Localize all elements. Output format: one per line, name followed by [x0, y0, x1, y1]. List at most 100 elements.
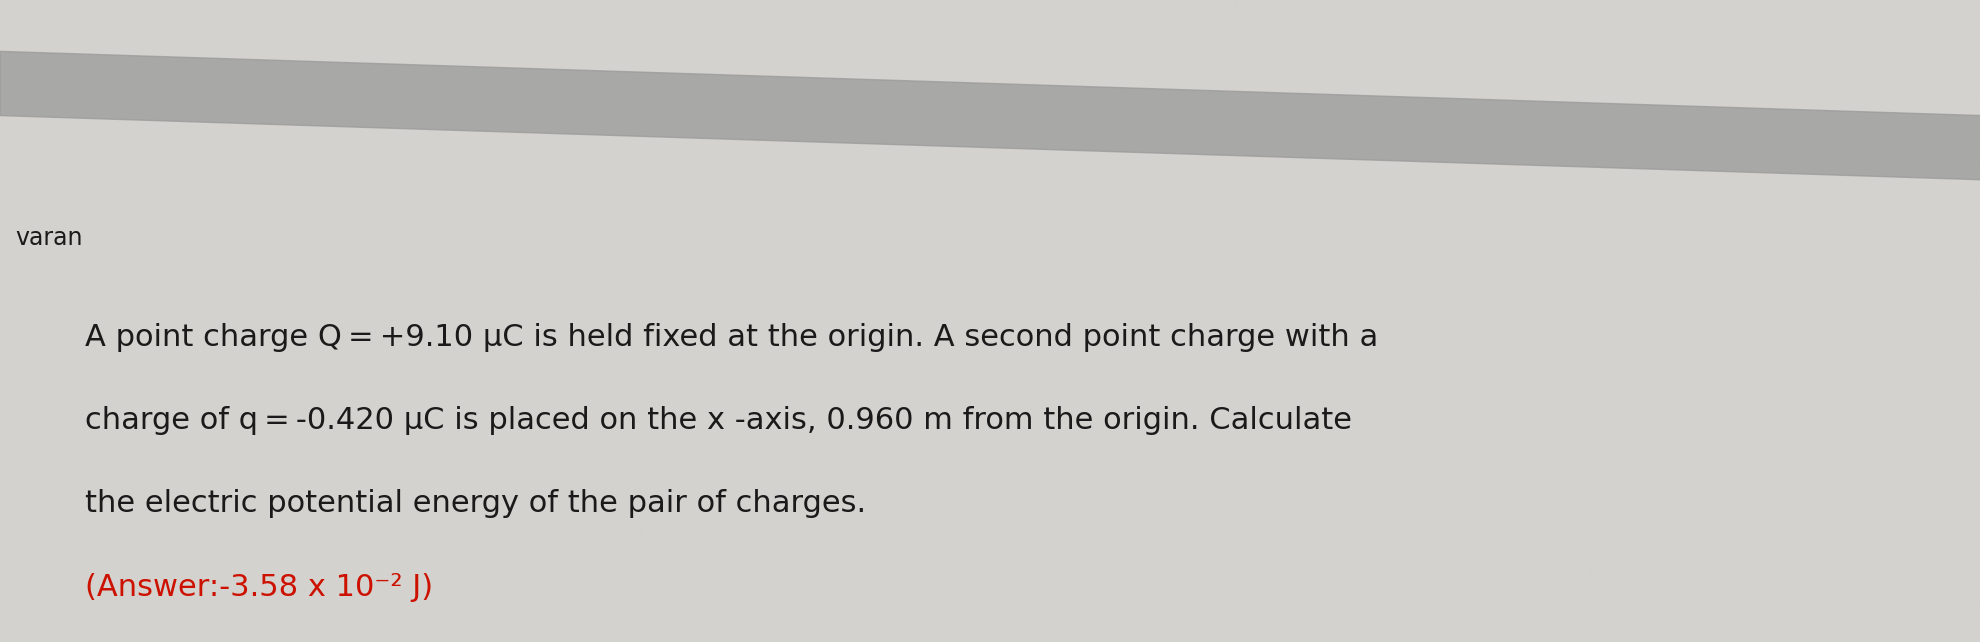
Point: [1885, 325, 1917, 335]
Point: [362, 141, 394, 151]
Point: [1071, 29, 1103, 39]
Point: [251, 577, 283, 587]
Point: [1255, 106, 1287, 116]
Point: [792, 250, 824, 260]
Point: [1568, 8, 1600, 18]
Point: [673, 346, 705, 356]
Point: [1677, 4, 1709, 14]
Point: [816, 546, 847, 556]
Point: [1645, 110, 1677, 121]
Point: [1348, 332, 1380, 342]
Point: [1194, 303, 1226, 313]
Point: [954, 447, 986, 458]
Point: [1321, 207, 1352, 218]
Point: [325, 328, 356, 338]
Point: [396, 66, 428, 76]
Point: [1321, 328, 1352, 338]
Point: [533, 107, 564, 117]
Point: [291, 46, 323, 56]
Point: [655, 317, 687, 327]
Point: [127, 46, 158, 56]
Point: [869, 585, 901, 595]
Point: [715, 344, 746, 354]
Point: [1903, 62, 1934, 73]
Point: [1929, 125, 1960, 135]
Point: [1929, 181, 1960, 191]
Point: [1956, 290, 1980, 300]
Point: [0, 230, 24, 241]
Point: [1331, 428, 1362, 438]
Point: [36, 523, 67, 534]
Point: [921, 518, 952, 528]
Point: [1950, 157, 1980, 168]
Point: [770, 60, 802, 71]
Point: [1055, 292, 1087, 302]
Point: [269, 460, 301, 471]
Point: [594, 365, 626, 376]
Point: [44, 166, 75, 176]
Point: [485, 191, 517, 201]
Point: [1271, 596, 1303, 607]
Point: [1129, 157, 1160, 168]
Point: [511, 213, 543, 223]
Point: [713, 365, 744, 375]
Point: [1412, 56, 1443, 67]
Point: [1784, 282, 1816, 292]
Point: [1342, 408, 1374, 419]
Point: [1055, 419, 1087, 429]
Point: [893, 247, 925, 257]
Point: [1307, 459, 1338, 469]
Point: [1239, 268, 1271, 278]
Point: [1093, 241, 1125, 252]
Point: [123, 112, 154, 123]
Point: [925, 427, 956, 437]
Point: [1342, 603, 1374, 614]
Point: [550, 331, 582, 342]
Point: [774, 224, 806, 234]
Point: [1186, 112, 1218, 123]
Point: [299, 386, 331, 397]
Point: [269, 375, 301, 385]
Point: [1602, 218, 1634, 229]
Point: [1184, 143, 1216, 153]
Point: [1752, 465, 1784, 476]
Point: [1596, 453, 1628, 464]
Point: [772, 308, 804, 318]
Point: [1742, 337, 1774, 347]
Point: [1788, 498, 1820, 508]
Point: [1826, 2, 1857, 12]
Point: [1820, 26, 1851, 36]
Point: [48, 140, 79, 150]
Point: [20, 15, 51, 26]
Point: [1590, 469, 1622, 480]
Point: [834, 373, 865, 383]
Point: [1477, 49, 1509, 59]
Point: [602, 543, 634, 553]
Point: [356, 176, 388, 186]
Point: [701, 110, 733, 120]
Point: [143, 523, 174, 533]
Point: [412, 496, 444, 507]
Point: [1309, 469, 1340, 479]
Point: [63, 365, 95, 375]
Point: [303, 116, 335, 126]
Point: [517, 496, 548, 506]
Point: [1725, 137, 1756, 148]
Point: [1459, 0, 1491, 6]
Point: [44, 31, 75, 42]
Point: [735, 316, 766, 326]
Point: [1540, 187, 1572, 197]
Point: [707, 232, 739, 243]
Point: [1667, 108, 1699, 119]
Point: [287, 594, 319, 604]
Point: [28, 475, 59, 485]
Point: [1679, 177, 1711, 187]
Point: [93, 458, 125, 469]
Point: [1938, 386, 1970, 397]
Point: [1923, 406, 1954, 417]
Point: [489, 541, 521, 551]
Point: [465, 37, 497, 48]
Point: [1507, 573, 1538, 584]
Point: [1303, 55, 1335, 65]
Point: [362, 121, 394, 132]
